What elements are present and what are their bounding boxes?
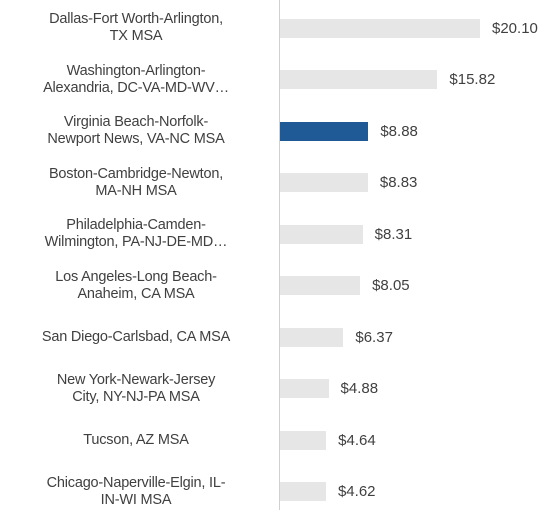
category-label: Virginia Beach-Norfolk- Newport News, VA…	[47, 114, 225, 147]
bar	[280, 18, 480, 38]
category-label: Boston-Cambridge-Newton, MA-NH MSA	[48, 165, 224, 199]
bar	[280, 70, 438, 89]
category-label: Los Angeles-Long Beach- Anaheim, CA MSA	[55, 268, 217, 302]
category-label: San Diego-Carlsbad, CA MSA	[41, 328, 231, 345]
value-label: $4.64	[338, 431, 376, 449]
category-label: New York-Newark-Jersey City, NY-NJ-PA MS…	[56, 371, 216, 405]
value-label: $4.62	[337, 483, 376, 500]
value-label: $8.05	[372, 277, 410, 294]
category-label: Tucson, AZ MSA	[83, 431, 189, 448]
bar	[280, 482, 326, 501]
value-label: $4.88	[340, 380, 379, 397]
category-label: Washington-Arlington- Alexandria, DC-VA-…	[43, 62, 229, 96]
bar	[280, 430, 327, 450]
bar	[280, 121, 369, 141]
category-label: Dallas-Fort Worth-Arlington, TX MSA	[49, 11, 223, 44]
bar	[280, 173, 368, 192]
category-label: Chicago-Naperville-Elgin, IL- IN-WI MSA	[46, 474, 226, 508]
value-label: $8.88	[380, 122, 418, 140]
category-label: Philadelphia-Camden- Wilmington, PA-NJ-D…	[44, 217, 228, 250]
bar	[280, 276, 361, 295]
value-label: $20.10	[492, 19, 538, 37]
axis-line	[279, 0, 280, 510]
bar	[280, 379, 329, 398]
bar	[280, 327, 344, 347]
value-label: $8.31	[374, 225, 413, 243]
value-label: $8.83	[379, 174, 418, 191]
value-label: $15.82	[449, 71, 496, 88]
bar	[280, 224, 363, 244]
value-label: $6.37	[355, 328, 393, 346]
